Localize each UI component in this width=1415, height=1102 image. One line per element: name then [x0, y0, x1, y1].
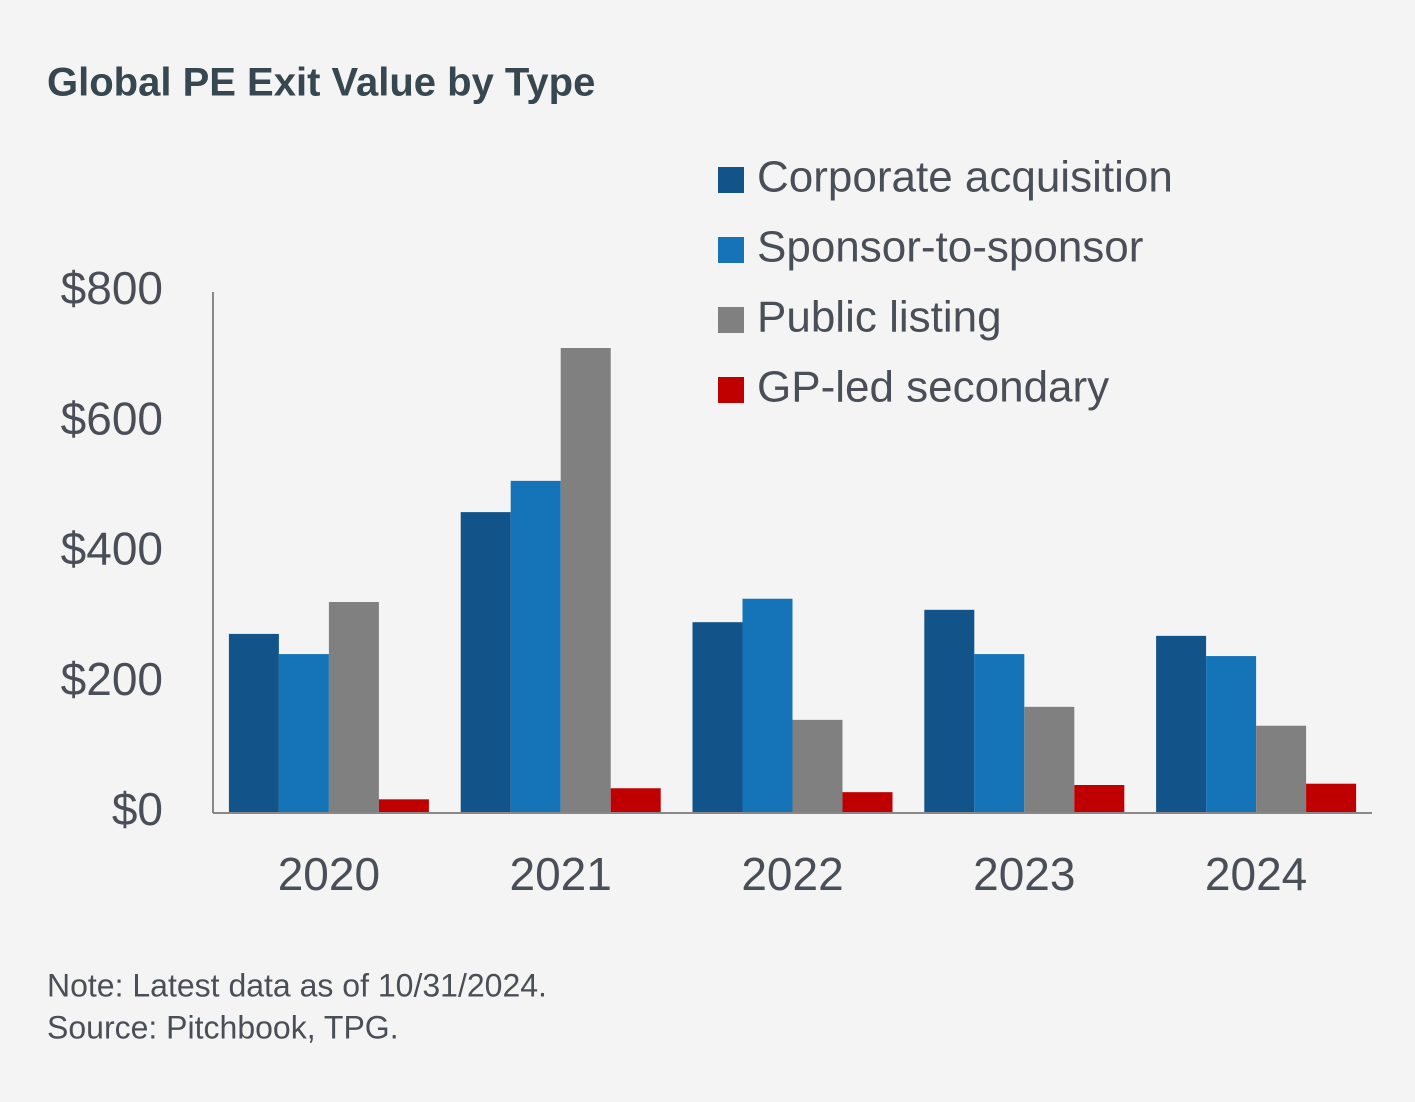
- bar: [510, 480, 561, 813]
- legend-label: Corporate acquisition: [757, 153, 1173, 202]
- bar: [1074, 784, 1125, 813]
- y-tick-label: $0: [112, 783, 163, 835]
- bar: [460, 512, 511, 813]
- bar: [974, 654, 1025, 813]
- bar: [1306, 783, 1357, 813]
- x-tick-label: 2021: [510, 848, 612, 900]
- y-tick-label: $800: [61, 262, 163, 314]
- x-tick-label: 2024: [1205, 848, 1307, 900]
- x-tick-label: 2022: [741, 848, 843, 900]
- bar: [742, 598, 793, 813]
- source: Source: Pitchbook, TPG.: [47, 1009, 399, 1045]
- bar: [842, 792, 893, 813]
- bar: [328, 601, 379, 813]
- chart-title: Global PE Exit Value by Type: [47, 61, 595, 105]
- legend-label: GP-led secondary: [757, 363, 1109, 412]
- bar: [1024, 706, 1075, 813]
- legend-swatch: [718, 167, 744, 193]
- bar: [610, 788, 661, 813]
- legend-swatch: [718, 377, 744, 403]
- y-tick-label: $400: [61, 523, 163, 575]
- note: Note: Latest data as of 10/31/2024.: [47, 967, 547, 1003]
- bar: [1156, 635, 1207, 813]
- x-tick-label: 2023: [973, 848, 1075, 900]
- bar: [1206, 656, 1257, 813]
- bar: [560, 348, 611, 813]
- legend-swatch: [718, 307, 744, 333]
- bar: [378, 799, 429, 813]
- legend-label: Sponsor-to-sponsor: [757, 223, 1143, 272]
- bar: [792, 719, 843, 813]
- x-tick-label: 2020: [278, 848, 380, 900]
- legend-swatch: [718, 237, 744, 263]
- legend-label: Public listing: [757, 293, 1002, 342]
- y-tick-label: $200: [61, 653, 163, 705]
- bar: [278, 654, 329, 813]
- bar: [692, 622, 743, 813]
- y-tick-label: $600: [61, 392, 163, 444]
- bar: [924, 609, 975, 813]
- bar: [1256, 725, 1307, 813]
- bar: [228, 633, 279, 813]
